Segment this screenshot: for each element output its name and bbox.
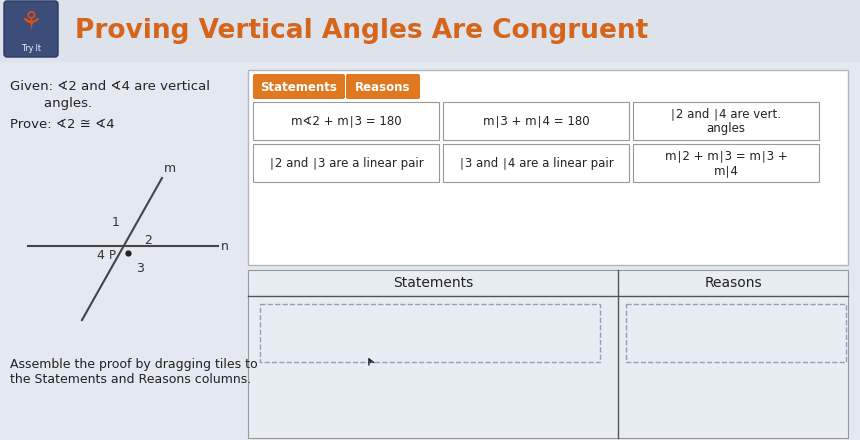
Bar <box>0 62 860 440</box>
Bar <box>633 144 819 182</box>
Bar <box>260 304 600 362</box>
Text: Prove: ∢2 ≅ ∢4: Prove: ∢2 ≅ ∢4 <box>10 118 114 131</box>
Text: ⚘: ⚘ <box>20 10 42 34</box>
Bar <box>626 304 846 362</box>
Bar <box>248 70 848 265</box>
Text: 4: 4 <box>96 249 104 261</box>
Bar <box>248 270 848 438</box>
Text: m: m <box>164 162 176 175</box>
Text: Given: ∢2 and ∢4 are vertical: Given: ∢2 and ∢4 are vertical <box>10 80 210 93</box>
Bar <box>443 102 629 140</box>
Text: Statements: Statements <box>393 276 473 290</box>
Text: P: P <box>109 249 116 261</box>
Text: Try It: Try It <box>22 44 40 52</box>
Text: n: n <box>221 239 229 253</box>
Bar <box>253 144 439 182</box>
Text: Reasons: Reasons <box>355 81 411 94</box>
Text: m∣2 + m∣3 = m∣3 +
m∣4: m∣2 + m∣3 = m∣3 + m∣4 <box>665 149 788 177</box>
Text: ∣2 and ∣4 are vert.
angles: ∣2 and ∣4 are vert. angles <box>671 107 782 135</box>
Bar <box>253 102 439 140</box>
FancyBboxPatch shape <box>253 74 345 99</box>
Text: the Statements and Reasons columns.: the Statements and Reasons columns. <box>10 373 251 386</box>
Text: 1: 1 <box>112 216 120 228</box>
Text: m∣3 + m∣4 = 180: m∣3 + m∣4 = 180 <box>482 114 589 128</box>
Bar <box>633 102 819 140</box>
Text: Reasons: Reasons <box>704 276 762 290</box>
Text: Statements: Statements <box>261 81 337 94</box>
Bar <box>443 144 629 182</box>
FancyBboxPatch shape <box>346 74 420 99</box>
Text: angles.: angles. <box>10 97 92 110</box>
Text: 3: 3 <box>136 261 144 275</box>
Text: Proving Vertical Angles Are Congruent: Proving Vertical Angles Are Congruent <box>75 18 648 44</box>
FancyBboxPatch shape <box>4 1 58 57</box>
Text: ∣2 and ∣3 are a linear pair: ∣2 and ∣3 are a linear pair <box>268 157 423 169</box>
Text: 2: 2 <box>144 234 152 246</box>
Text: Assemble the proof by dragging tiles to: Assemble the proof by dragging tiles to <box>10 358 258 371</box>
Text: m∢2 + m∣3 = 180: m∢2 + m∣3 = 180 <box>291 114 402 128</box>
Bar <box>0 0 860 62</box>
Text: ∣3 and ∣4 are a linear pair: ∣3 and ∣4 are a linear pair <box>458 157 613 169</box>
